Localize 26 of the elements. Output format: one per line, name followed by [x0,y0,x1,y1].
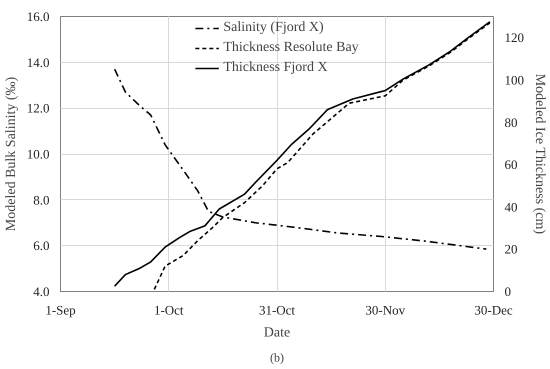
legend-label: Salinity (Fjord X) [223,20,324,36]
x-axis-title: Date [264,326,290,340]
y2-tick-label: 60 [504,157,518,172]
y2-tick-label: 80 [504,114,518,130]
y2-tick-label: 100 [504,72,524,88]
x-tick-label: 30-Nov [365,302,406,318]
y-tick-label: 10.0 [26,146,50,162]
y-tick-label: 14.0 [26,54,50,70]
y-tick-label: 16.0 [26,9,50,24]
legend-label: Thickness Resolute Bay [223,40,359,56]
y2-tick-label: 20 [504,242,518,257]
y2-tick-label: 0 [504,284,511,299]
x-tick-label: 31-Oct [258,302,296,318]
x-tick-label: 1-Sep [45,302,76,318]
x-tick-label: 30-Dec [474,302,513,318]
text: (b) [270,350,284,364]
y-tick-label: 8.0 [33,192,50,208]
y-tick-label: 4.0 [33,284,50,299]
y-axis-title: Modeled Bulk Salinity (‰) [4,76,19,232]
y2-axis-title: Modeled Ice Thickness (cm) [532,74,547,234]
y-tick-label: 6.0 [33,238,50,254]
y2-tick-label: 40 [504,199,518,214]
y-tick-label: 12.0 [26,100,50,116]
y2-tick-label: 120 [504,30,524,46]
legend-label: Thickness Fjord X [223,60,328,76]
x-tick-label: 1-Oct [154,302,184,318]
